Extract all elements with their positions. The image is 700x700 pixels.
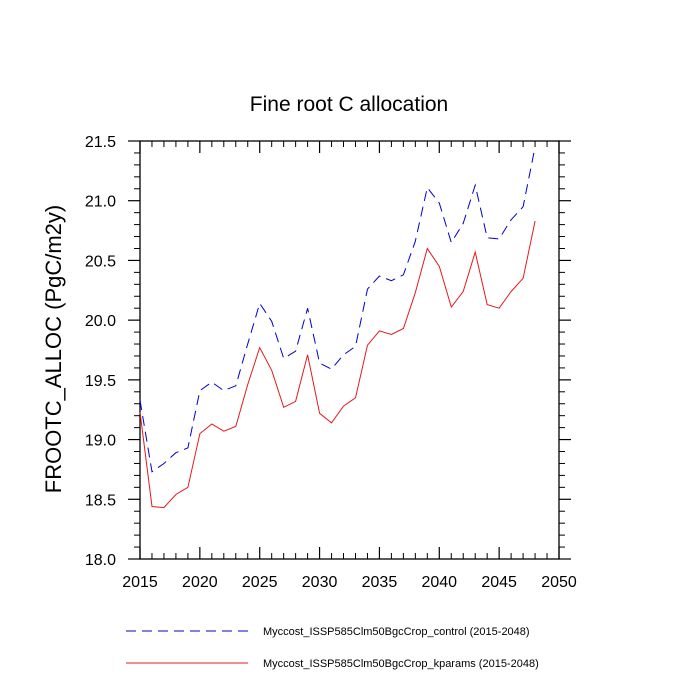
y-tick-label: 19.5 (85, 373, 116, 390)
legend-label-1: Myccost_ISSP585Clm50BgcCrop_control (201… (263, 626, 530, 638)
y-tick-label: 21.5 (85, 134, 116, 151)
chart-title: Fine root C allocation (250, 93, 448, 116)
series-line-1 (139, 146, 536, 473)
y-tick-label: 21.0 (85, 194, 116, 211)
y-tick-label: 18.5 (85, 492, 116, 509)
x-tick-label: 2030 (302, 574, 338, 591)
plot-frame (139, 140, 560, 560)
plot-area: 2015 2020 2025 2030 2035 2040 2045 2050 18.0 18.5… (85, 134, 577, 591)
y-tick-label: 20.0 (85, 313, 116, 330)
y-axis-label: FROOTC_ALLOC (PgC/m2y) (41, 205, 66, 494)
x-tick-label: 2020 (182, 574, 218, 591)
x-tick-label: 2045 (481, 574, 517, 591)
y-tick-label: 18.0 (85, 552, 116, 569)
legend-label-2: Myccost_ISSP585Clm50BgcCrop_kparams (201… (263, 658, 539, 670)
x-tick-label: 2040 (421, 574, 457, 591)
legend: Myccost_ISSP585Clm50BgcCrop_control (201… (126, 626, 539, 670)
y-tick-label: 19.0 (85, 433, 116, 450)
x-tick-label: 2025 (242, 574, 278, 591)
x-tick-label: 2035 (362, 574, 398, 591)
series-line-2 (139, 220, 536, 509)
y-tick-label: 20.5 (85, 253, 116, 270)
x-tick-label: 2050 (541, 574, 577, 591)
x-tick-label: 2015 (122, 574, 158, 591)
